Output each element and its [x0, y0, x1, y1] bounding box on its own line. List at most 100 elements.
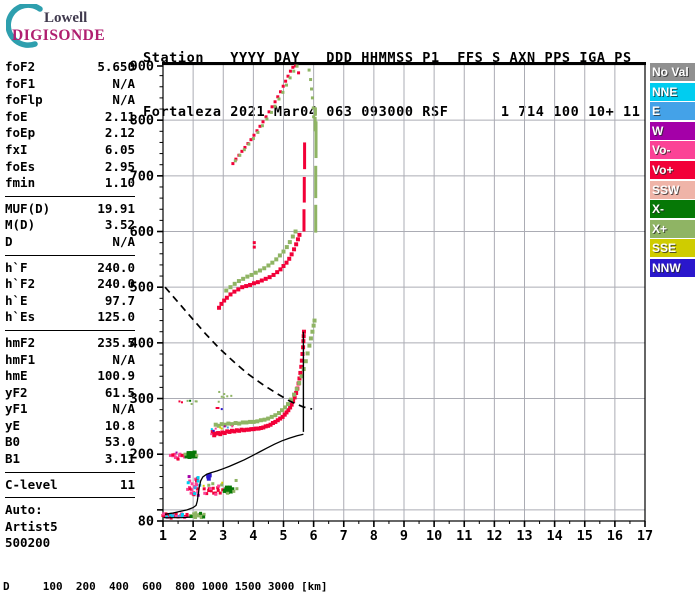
series-speck290-green	[194, 400, 197, 403]
series-F-trace-hop3-O	[255, 129, 259, 133]
series-E-trace-red	[173, 514, 177, 518]
param-label: hmF1	[5, 351, 36, 367]
series-Es-left-pink	[190, 482, 194, 486]
series-start-speck-pink	[231, 425, 234, 428]
series-Es-left-cyan	[193, 492, 197, 496]
series-E-trace-cyan	[168, 513, 172, 517]
series-speck290-red	[180, 401, 183, 404]
param-row-he: h`E 97.7	[5, 293, 135, 310]
series-cluster200-darkgreen	[189, 451, 194, 456]
series-F-trace-hop3-O	[249, 138, 253, 142]
param-value: N/A	[112, 351, 135, 367]
series-F-trace-hop3-X	[260, 124, 264, 128]
series-Es-right-pink	[214, 492, 218, 496]
series-F-trace-hop1-X	[311, 323, 316, 328]
lowell-digisonde-logo: Lowell DIGISONDE	[4, 2, 134, 52]
series-F-trace-hop3-X	[311, 106, 315, 110]
series-speck300-green	[220, 395, 223, 398]
series-F-trace-hop1-O	[256, 426, 261, 431]
series-F-trace-hop3-O	[258, 124, 262, 128]
series-F-trace-hop3-X	[312, 115, 316, 119]
series-F-trace-hop1-O	[225, 429, 230, 434]
series-transmission-curve	[164, 286, 313, 410]
series-F-trace-hop2-X	[241, 276, 246, 281]
series-F-trace-hop3-O	[234, 157, 238, 161]
series-F-trace-hop2-O	[263, 276, 268, 281]
series-Es-right-red	[202, 487, 206, 491]
series-F-trace-hop3-X	[273, 104, 277, 108]
series-E-trace-red	[167, 512, 171, 516]
x-tick-label: 9	[400, 528, 408, 544]
series-start-speck-sse	[219, 426, 222, 429]
x-tick-label: 4	[249, 528, 257, 544]
series-F-trace-hop1-O	[239, 427, 244, 432]
y-tick-label: 700	[130, 168, 154, 184]
series-F-trace-hop2-O	[232, 289, 237, 294]
series-F-trace-hop3-X	[277, 97, 281, 101]
series-F-trace-hop1-O	[294, 390, 299, 395]
series-start-speck-sse	[220, 427, 223, 430]
legend-item-nne: NNE	[650, 82, 695, 101]
series-Es-right-red	[218, 491, 222, 495]
series-E-trace-darkgreen	[202, 515, 206, 519]
series-F-trace-hop1-X	[244, 420, 249, 425]
x-tick-label: 1	[159, 528, 167, 544]
series-F-trace-hop1-X	[286, 402, 291, 407]
legend-item-w: W	[650, 121, 695, 140]
param-row-hmf1: hmF1 N/A	[5, 352, 135, 369]
series-F-trace-hop2-O	[228, 292, 233, 297]
series-F-trace-hop1-O	[280, 414, 285, 419]
param-row-fmin: fmin 1.10	[5, 175, 135, 192]
legend-item-nnw: NNW	[650, 258, 695, 277]
param-label: h`F	[5, 259, 28, 275]
param-row-md: M(D) 3.52	[5, 217, 135, 234]
series-hop2-X-spread	[314, 165, 318, 199]
x-tick-label: 15	[577, 528, 593, 544]
param-value: 19.91	[97, 200, 135, 216]
series-F-trace-hop2-O	[297, 232, 302, 237]
series-cluster200-pink	[177, 453, 181, 457]
series-hop2-O-spread	[303, 142, 307, 170]
series-cluster200-pink	[173, 456, 177, 460]
series-Es-right-green	[235, 487, 239, 491]
series-F-trace-hop3-O	[240, 149, 244, 153]
series-F-trace-hop2-O	[240, 285, 245, 290]
series-F-trace-hop1-X	[226, 421, 231, 426]
series-F-trace-hop2-O	[251, 281, 256, 286]
y-tick-label: 300	[130, 391, 154, 407]
param-label: yE	[5, 417, 21, 433]
param-label: h`F2	[5, 276, 36, 292]
series-F-trace-hop1-O	[242, 428, 247, 433]
series-E-trace-cyan	[171, 514, 175, 518]
series-hop2-X-spread	[314, 204, 318, 233]
series-Es-left-nnw	[206, 476, 211, 481]
series-speck300-red	[215, 406, 218, 409]
series-F-trace-hop1-O	[227, 429, 232, 434]
series-F-trace-hop3-O	[264, 115, 268, 119]
series-F-trace-hop2-O	[292, 247, 297, 252]
series-Es-left-nnw	[207, 473, 212, 478]
series-F-trace-hop1-O	[292, 395, 297, 400]
series-Es-right-darkgreen	[228, 489, 233, 494]
series-Es-right-pink	[217, 484, 221, 488]
param-label: B0	[5, 434, 21, 450]
x-tick-label: 5	[279, 528, 287, 544]
series-E-trace-cyan	[165, 515, 169, 519]
series-F-trace-hop2-O	[248, 282, 253, 287]
series-Es-right-darkgreen	[224, 485, 229, 490]
x-tick-label: 12	[486, 528, 502, 544]
series-hop2-O-spread	[302, 209, 306, 232]
param-value: 5.650	[97, 59, 135, 74]
legend-item-x: X+	[650, 219, 695, 238]
series-F-trace-hop1-O	[220, 430, 225, 435]
series-E-trace-pink	[175, 514, 179, 518]
series-cluster200-red	[176, 457, 180, 461]
series-cluster200-red	[180, 453, 184, 457]
param-value: 235.5	[97, 334, 135, 350]
series-F-trace-hop3-X	[309, 78, 313, 82]
series-F-trace-hop1-X	[283, 405, 288, 410]
series-F-trace-hop2-X	[284, 245, 289, 250]
series-F-trace-hop1-O	[273, 419, 278, 424]
series-F-trace-hop3-X	[238, 153, 242, 157]
param-value: N/A	[112, 401, 135, 417]
